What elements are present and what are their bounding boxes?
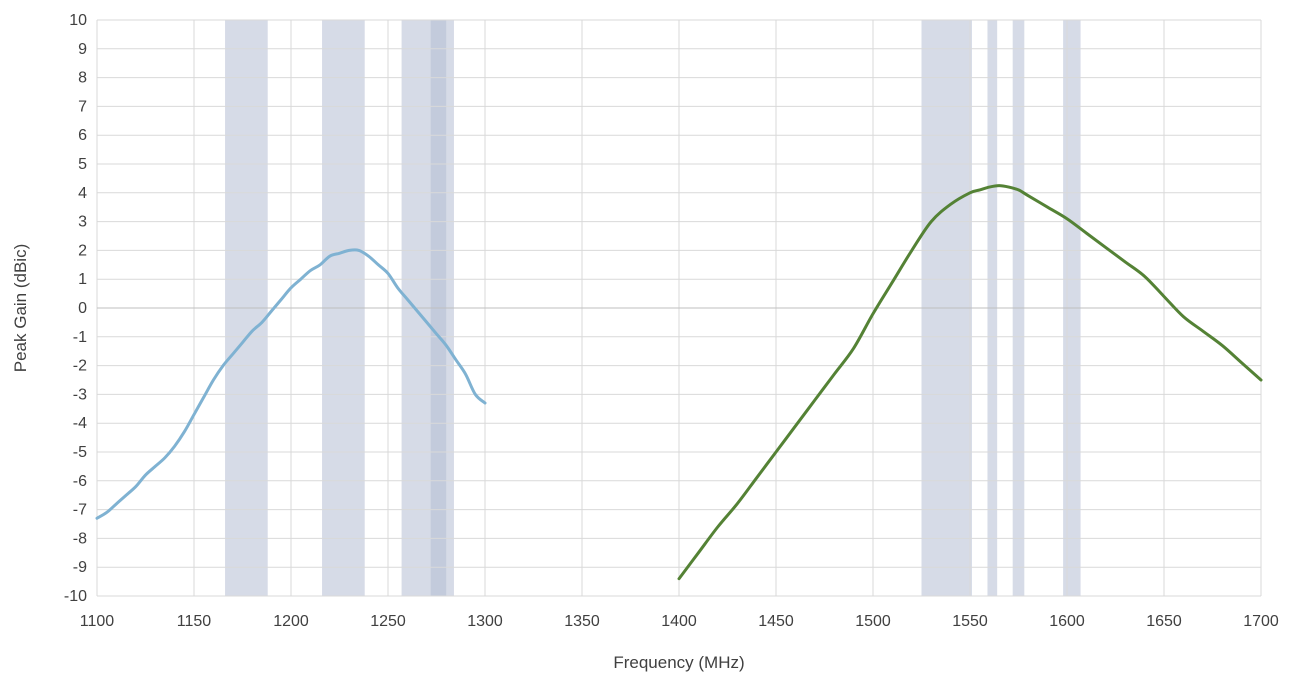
- series-line-1: [95, 248, 487, 520]
- x-tick-label: 1150: [177, 613, 212, 630]
- x-axis-ticks: 1100 1150 1200 1250 1300 1350 1400 1450 1500 1550…: [80, 613, 1279, 630]
- y-tick-label: -3: [73, 386, 87, 403]
- y-tick-label: -6: [73, 473, 87, 490]
- y-tick-label: 3: [78, 214, 87, 231]
- series-lines: [95, 184, 1263, 581]
- y-tick-label: -2: [73, 358, 87, 375]
- y-tick-label: 4: [78, 185, 87, 202]
- y-tick-label: -7: [73, 502, 87, 519]
- x-axis-title: Frequency (MHz): [613, 653, 744, 672]
- x-tick-label: 1300: [467, 613, 503, 630]
- y-tick-label: 10: [69, 12, 87, 29]
- x-tick-label: 1400: [661, 613, 697, 630]
- y-tick-label: -9: [73, 559, 87, 576]
- y-tick-label: 9: [78, 41, 87, 58]
- x-tick-label: 1100: [80, 613, 115, 630]
- y-tick-label: -10: [64, 588, 87, 605]
- y-tick-label: 7: [78, 98, 87, 115]
- y-tick-label: 5: [78, 156, 87, 173]
- y-tick-label: -1: [73, 329, 87, 346]
- gridlines: [96, 19, 1262, 597]
- y-tick-label: 1: [78, 271, 87, 288]
- y-tick-label: 0: [78, 300, 87, 317]
- x-tick-label: 1450: [758, 613, 794, 630]
- x-tick-label: 1350: [564, 613, 600, 630]
- y-tick-label: 8: [78, 70, 87, 87]
- y-tick-label: 2: [78, 242, 87, 259]
- x-tick-label: 1250: [370, 613, 406, 630]
- series-line-2: [677, 184, 1263, 581]
- x-tick-label: 1650: [1146, 613, 1182, 630]
- x-tick-label: 1550: [952, 613, 988, 630]
- y-axis-title: Peak Gain (dBic): [11, 244, 30, 373]
- y-tick-label: -5: [73, 444, 87, 461]
- y-tick-label: 6: [78, 127, 87, 144]
- x-tick-label: 1700: [1243, 613, 1279, 630]
- y-tick-label: -8: [73, 530, 87, 547]
- x-tick-label: 1500: [855, 613, 891, 630]
- y-tick-label: -4: [73, 415, 87, 432]
- x-tick-label: 1600: [1049, 613, 1085, 630]
- x-tick-label: 1200: [273, 613, 309, 630]
